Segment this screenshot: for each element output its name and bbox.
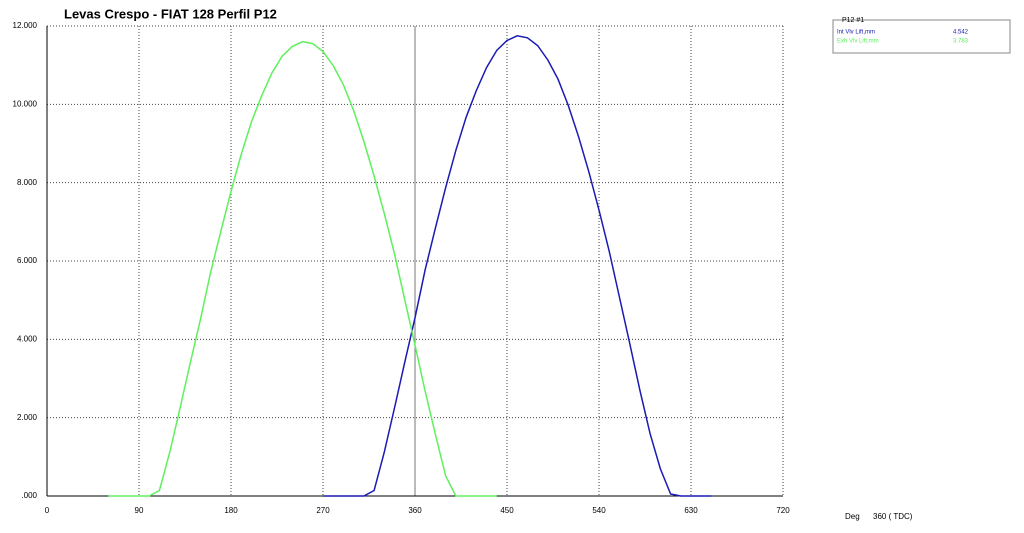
- y-tick-label: 10.000: [13, 99, 38, 108]
- series-line: [323, 35, 712, 497]
- x-tick-label: 0: [45, 506, 50, 515]
- x-tick-label: 450: [500, 506, 514, 515]
- y-tick-label: 12.000: [13, 21, 38, 30]
- y-tick-label: 6.000: [17, 256, 38, 265]
- chart-title: Levas Crespo - FIAT 128 Perfil P12: [64, 6, 277, 21]
- cursor-label: 360 ( TDC): [873, 512, 913, 521]
- x-tick-label: 360: [408, 506, 422, 515]
- x-tick-label: 270: [316, 506, 330, 515]
- x-tick-label: 90: [135, 506, 144, 515]
- series-line: [108, 40, 497, 497]
- legend-label: Int Vlv Lift,mm: [837, 30, 875, 36]
- x-tick-label: 540: [592, 506, 606, 515]
- y-tick-label: 4.000: [17, 334, 38, 343]
- legend-value: 3.783: [953, 39, 969, 45]
- legend-box: [832, 19, 1011, 54]
- y-tick-label: 2.000: [17, 413, 38, 422]
- y-tick-label: .000: [21, 491, 37, 500]
- legend-title: P12 #1: [842, 17, 864, 24]
- x-tick-label: 720: [776, 506, 790, 515]
- y-tick-label: 8.000: [17, 178, 38, 187]
- x-label: Deg: [845, 512, 860, 521]
- x-tick-label: 630: [684, 506, 698, 515]
- x-tick-label: 180: [224, 506, 238, 515]
- legend-label: Exh Vlv Lift,mm: [837, 39, 879, 45]
- legend-value: 4.542: [953, 30, 969, 36]
